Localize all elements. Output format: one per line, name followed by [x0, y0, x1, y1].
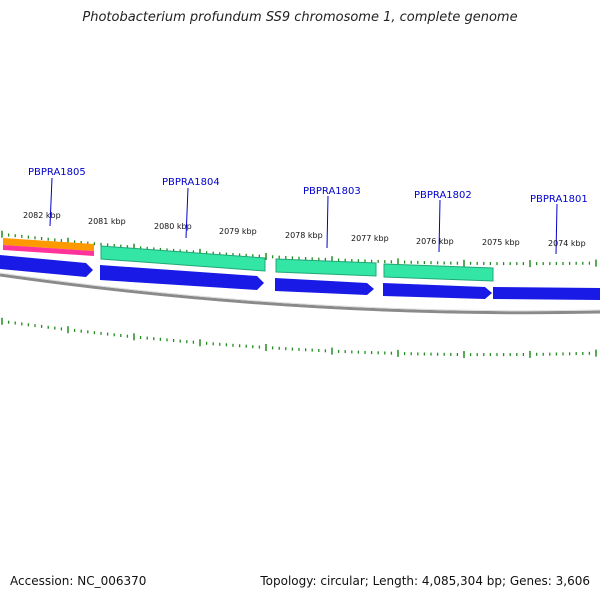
scale-label: 2078 kbp	[285, 231, 323, 240]
gene-label: PBPRA1801	[530, 194, 588, 205]
scale-label: 2077 kbp	[351, 234, 389, 243]
gene-label: PBPRA1803	[303, 186, 361, 197]
feature-orange	[3, 238, 94, 251]
gene-label-pointer	[438, 199, 441, 253]
gene-label-pointer	[326, 195, 329, 249]
gene-label-pointer	[555, 203, 558, 255]
cds-arrow	[275, 278, 374, 295]
feature-pink	[3, 245, 94, 256]
scale-label: 2082 kbp	[23, 211, 61, 220]
gene-label: PBPRA1805	[28, 167, 86, 178]
gene-feature	[383, 263, 494, 282]
scale-label: 2080 kbp	[154, 222, 192, 231]
cds-arrow	[0, 255, 93, 277]
gene-feature	[100, 245, 266, 272]
gene-label: PBPRA1802	[414, 190, 472, 201]
genome-stats-text: Topology: circular; Length: 4,085,304 bp…	[260, 574, 590, 588]
scale-label: 2079 kbp	[219, 227, 257, 236]
gene-label: PBPRA1804	[162, 177, 220, 188]
gene-feature	[275, 258, 377, 277]
scale-label: 2075 kbp	[482, 238, 520, 247]
scale-label: 2074 kbp	[548, 239, 586, 248]
cds-arrow	[383, 283, 492, 299]
gene-label-pointer	[185, 187, 189, 239]
map-title: Photobacterium profundum SS9 chromosome …	[82, 10, 518, 25]
accession-text: Accession: NC_006370	[10, 574, 147, 588]
chromosome-backbone-highlight	[0, 272, 600, 312]
chromosome-backbone	[0, 273, 600, 315]
scale-ticks-inner	[1, 317, 597, 358]
cds-arrow	[100, 265, 264, 290]
scale-label: 2076 kbp	[416, 237, 454, 246]
cds-arrow	[493, 287, 600, 300]
scale-label: 2081 kbp	[88, 217, 126, 226]
gene-label-pointer	[49, 177, 53, 227]
